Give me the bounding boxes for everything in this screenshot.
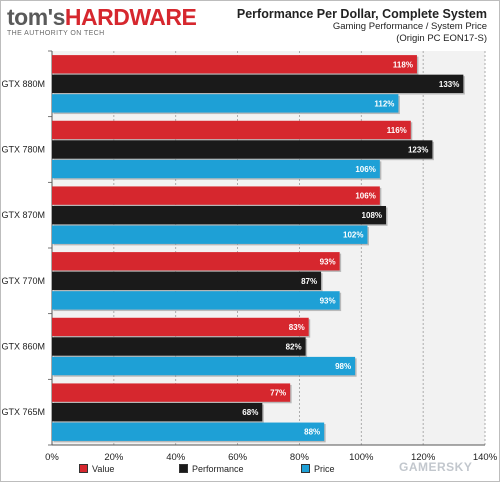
- x-tick-label: 80%: [290, 452, 310, 463]
- bar: [52, 402, 263, 422]
- category-label: GTX 880M: [1, 79, 45, 89]
- chart-legend: Value Performance Price: [79, 464, 499, 478]
- legend-label: Performance: [192, 464, 244, 474]
- value-label: 133%: [439, 80, 459, 89]
- x-tick-label: 140%: [473, 452, 498, 463]
- legend-swatch: [79, 464, 88, 473]
- bar: [52, 252, 340, 271]
- x-tick-label: 40%: [166, 452, 186, 463]
- logo-text-hardware: HARDWARE: [64, 4, 197, 30]
- legend-item: Price: [301, 464, 335, 474]
- category-label: GTX 860M: [1, 342, 45, 352]
- watermark-logo: GAMERSKY: [399, 460, 473, 474]
- bar: [52, 74, 464, 94]
- value-label: 87%: [301, 277, 317, 286]
- x-tick-label: 60%: [228, 452, 248, 463]
- chart-title: Performance Per Dollar, Complete System: [236, 7, 487, 21]
- legend-swatch: [179, 464, 188, 473]
- bar: [52, 140, 433, 159]
- category-label: GTX 770M: [1, 276, 45, 286]
- value-label: 82%: [286, 343, 302, 352]
- value-label: 123%: [408, 146, 428, 155]
- bar: [52, 271, 322, 291]
- bar: [52, 159, 380, 179]
- value-label: 102%: [343, 231, 363, 240]
- bar: [52, 225, 368, 244]
- bar: [52, 94, 399, 113]
- category-label: GTX 870M: [1, 210, 45, 220]
- value-label: 93%: [320, 296, 336, 305]
- bar: [52, 291, 340, 310]
- bar: [52, 356, 356, 376]
- category-label: GTX 765M: [1, 407, 45, 417]
- bar: [52, 422, 325, 441]
- plot-area: [52, 51, 485, 445]
- bar: [52, 337, 306, 356]
- value-label: 98%: [335, 362, 351, 371]
- category-label: GTX 780M: [1, 145, 45, 155]
- bar: [52, 120, 411, 140]
- chart-subtitle-line-2: (Origin PC EON17-S): [396, 33, 487, 44]
- value-label: 108%: [362, 211, 382, 220]
- chart-title-block: Performance Per Dollar, Complete System …: [237, 7, 487, 45]
- site-logo: tom'sHARDWARE THE AUTHORITY ON TECH: [7, 4, 197, 37]
- value-label: 77%: [270, 389, 286, 398]
- bar: [52, 55, 417, 74]
- value-label: 83%: [289, 323, 305, 332]
- x-tick-label: 20%: [104, 452, 124, 463]
- legend-label: Value: [92, 464, 115, 474]
- x-tick-label: 100%: [349, 452, 374, 463]
- logo-tagline: THE AUTHORITY ON TECH: [7, 30, 105, 37]
- legend-swatch: [301, 464, 310, 473]
- bar: [52, 186, 380, 205]
- legend-item: Performance: [179, 464, 244, 474]
- value-label: 118%: [393, 60, 413, 69]
- value-label: 112%: [374, 99, 394, 108]
- value-label: 106%: [355, 192, 375, 201]
- legend-label: Price: [314, 464, 335, 474]
- x-tick-label: 0%: [45, 452, 59, 463]
- x-tick-label: 120%: [411, 452, 436, 463]
- chart-subtitle-line-1: Gaming Performance / System Price: [332, 21, 487, 32]
- value-label: 93%: [320, 257, 336, 266]
- bar: [52, 383, 291, 402]
- logo-text-toms: tom's: [7, 4, 65, 30]
- value-label: 88%: [304, 428, 320, 437]
- value-label: 116%: [387, 126, 407, 135]
- bar: [52, 317, 309, 337]
- legend-item: Value: [79, 464, 114, 474]
- value-label: 68%: [242, 408, 258, 417]
- value-label: 106%: [355, 165, 375, 174]
- bar: [52, 205, 387, 225]
